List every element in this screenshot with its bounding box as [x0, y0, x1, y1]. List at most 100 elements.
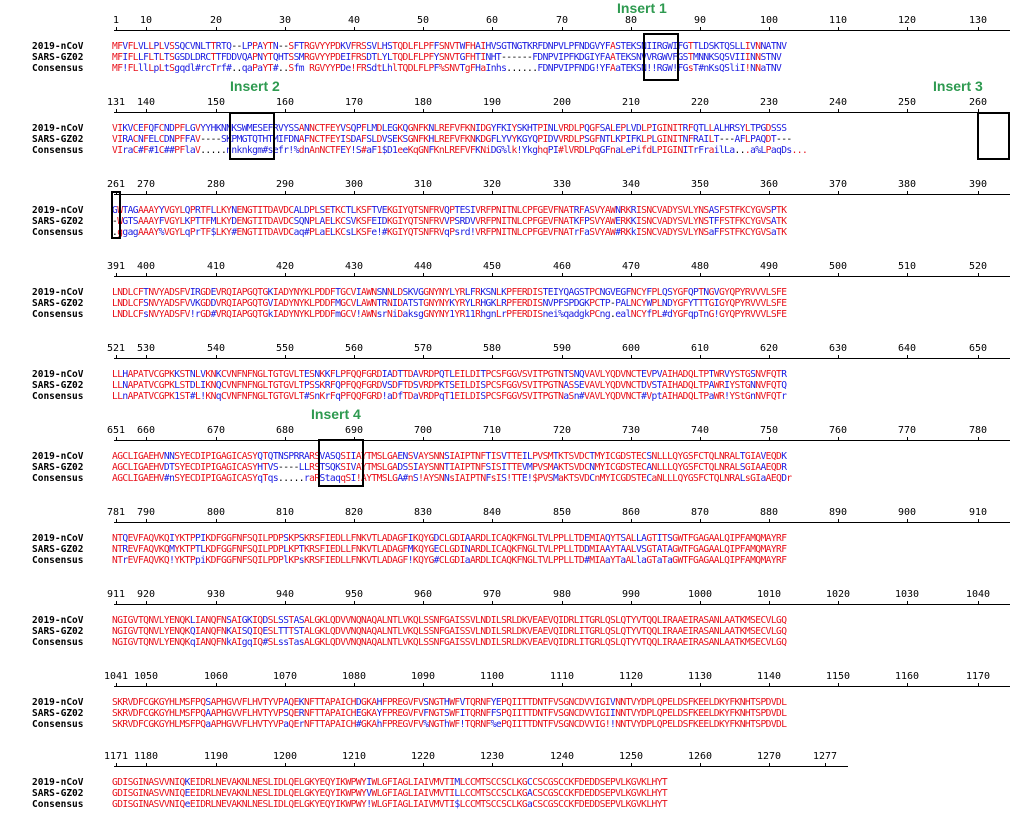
sequence-text: AGCLIGAEHV#nSYECDIPIGAGICASYqTqs.....raR…	[112, 473, 792, 484]
sequence-row: SARS-GZ02 LNDLCFSNVYADSFVVKGDDVRQIAPGQTGV…	[0, 298, 1024, 309]
ruler-tick	[216, 109, 217, 113]
ruler-tick	[907, 519, 908, 523]
ruler-number: 450	[482, 261, 502, 272]
sequence-text: LNDLCFsNVYADSFV!rGD#VRQIAPGQTGkIADYNYKLP…	[112, 309, 787, 320]
ruler-tick	[423, 519, 424, 523]
ruler-tick	[354, 109, 355, 113]
row-label: Consensus	[32, 719, 84, 730]
ruler-number: 340	[621, 179, 641, 190]
ruler-number: 210	[621, 97, 641, 108]
ruler-tick	[907, 273, 908, 277]
ruler-number: 370	[828, 179, 848, 190]
row-label: SARS-GZ02	[32, 380, 84, 391]
ruler-tick	[978, 683, 979, 687]
row-label: SARS-GZ02	[32, 134, 84, 145]
ruler-tick	[838, 27, 839, 31]
ruler-tick	[116, 519, 117, 523]
sequence-row: Consensus NGIGVTQNVLYENQKqIANQFNkAIgqIQ#S…	[0, 637, 1024, 648]
alignment-block: 131 140 150 160 170 180 190 200 210 220 230 240 250 2…	[0, 96, 1024, 164]
sequence-text: LNDLCFTNVYADSFVIRGDEVRQIAPGQTGKIADYNYKLP…	[112, 287, 787, 298]
ruler-tick	[907, 437, 908, 441]
insert-3-continuation-box	[111, 191, 121, 239]
ruler-number: 1050	[133, 671, 159, 682]
ruler-number: 600	[621, 343, 641, 354]
sequence-text: NGIGVTQNVLYENQKqIANQFNkAIgqIQ#SLssTasALG…	[112, 637, 787, 648]
ruler-number: 930	[206, 589, 226, 600]
row-label: SARS-GZ02	[32, 544, 84, 555]
ruler-tick	[907, 355, 908, 359]
sequence-row: 2019-nCoV LLHAPATVCGPKKSTNLVKNKCVNFNFNGLT…	[0, 369, 1024, 380]
sequence-text: GDISGINASVVNIQKEIDRLNEVAKNLNESLIDLQELGKY…	[112, 777, 668, 788]
ruler-number: 1260	[687, 751, 713, 762]
ruler-number: 180	[413, 97, 433, 108]
alignment-block: 521 530 540 550 560 570 580 590 600 610 620 630 640 6…	[0, 342, 1024, 410]
ruler-number: 90	[693, 15, 707, 26]
sequence-row: 2019-nCoV SKRVDFCGKGYHLMSFPQSAPHGVVFLHVTY…	[0, 697, 1024, 708]
sequence-row: SARS-GZ02 GDISGINASVVNIQEEIDRLNEVAKNLNESL…	[0, 788, 1024, 799]
ruler-number: 261	[106, 179, 126, 190]
ruler-number: 651	[106, 425, 126, 436]
ruler-tick	[216, 191, 217, 195]
row-label: 2019-nCoV	[32, 777, 84, 788]
sequence-row: 2019-nCoV NTQEVFAQVKQIYKTPPIKDFGGFNFSQILP…	[0, 533, 1024, 544]
ruler-number: 890	[828, 507, 848, 518]
insert-box	[229, 112, 275, 160]
ruler-number: 860	[621, 507, 641, 518]
ruler-tick	[146, 601, 147, 605]
ruler-number: 800	[206, 507, 226, 518]
ruler-tick	[146, 27, 147, 31]
ruler-number: 820	[344, 507, 364, 518]
ruler-number: 810	[275, 507, 295, 518]
ruler-number: 1060	[203, 671, 229, 682]
row-label: Consensus	[32, 145, 84, 156]
ruler-tick	[354, 273, 355, 277]
sequence-row: SARS-GZ02 -WGTSAAAYFVGYLKPTTFMLKYDENGTITD…	[0, 216, 1024, 227]
ruler-number: 680	[275, 425, 295, 436]
ruler-tick	[216, 683, 217, 687]
sequence-text: AGCLIGAEHVDTSYECDIPIGAGICASYHTVS----LLRS…	[112, 462, 787, 473]
row-label: 2019-nCoV	[32, 205, 84, 216]
ruler-number: 521	[106, 343, 126, 354]
ruler-number: 1160	[894, 671, 920, 682]
ruler-number: 1220	[410, 751, 436, 762]
ruler-tick	[978, 27, 979, 31]
ruler-tick	[423, 683, 424, 687]
ruler-tick	[146, 355, 147, 359]
ruler-numbers: 391 400 410 420 430 440 450 460 470 480 490 500 510 5…	[0, 260, 1024, 274]
ruler-number: 640	[897, 343, 917, 354]
ruler-tick	[631, 191, 632, 195]
row-label: 2019-nCoV	[32, 615, 84, 626]
ruler-number: 260	[968, 97, 988, 108]
ruler-number: 520	[968, 261, 988, 272]
ruler-number: 790	[136, 507, 156, 518]
ruler-line	[114, 604, 1010, 605]
ruler-line	[114, 766, 848, 767]
ruler-tick	[423, 437, 424, 441]
ruler-line	[114, 686, 1010, 687]
ruler-number: 740	[690, 425, 710, 436]
ruler-tick	[978, 191, 979, 195]
row-label: SARS-GZ02	[32, 216, 84, 227]
ruler-tick	[492, 109, 493, 113]
ruler-number: 60	[485, 15, 499, 26]
ruler-tick	[907, 109, 908, 113]
ruler-tick	[978, 601, 979, 605]
ruler-tick	[423, 191, 424, 195]
ruler-tick	[354, 683, 355, 687]
ruler-number: 1010	[756, 589, 782, 600]
ruler-tick	[285, 191, 286, 195]
insert-label: Insert 2	[230, 78, 280, 94]
ruler-tick	[631, 437, 632, 441]
ruler-number: 660	[136, 425, 156, 436]
row-label: SARS-GZ02	[32, 708, 84, 719]
sequence-text: MF!FLllLpLtSgqdl#rcTrf#..qaPaYT#..Sfm RG…	[112, 63, 782, 74]
ruler-number: 1	[112, 15, 120, 26]
ruler-number: 490	[759, 261, 779, 272]
ruler-tick	[146, 683, 147, 687]
ruler-tick	[285, 355, 286, 359]
row-label: Consensus	[32, 555, 84, 566]
ruler-tick	[562, 519, 563, 523]
ruler-tick	[285, 273, 286, 277]
ruler-number: 140	[136, 97, 156, 108]
ruler-number: 391	[106, 261, 126, 272]
